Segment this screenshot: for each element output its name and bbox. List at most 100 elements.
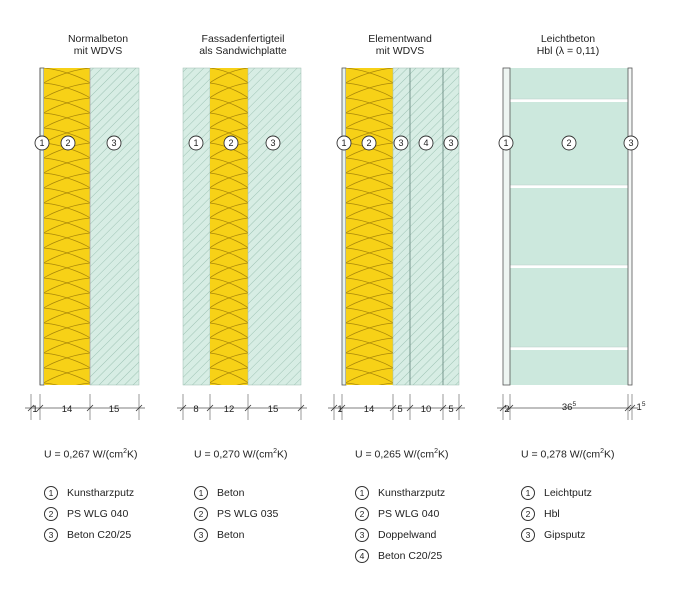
col1-plaster bbox=[39, 67, 45, 386]
dim-col3-layer1: 1 bbox=[337, 404, 343, 415]
legend-col3-item4: 4 Beton C20/25 bbox=[355, 549, 442, 563]
dim-col1-layer3: 15 bbox=[108, 404, 120, 415]
col1-marker-1-circle bbox=[34, 135, 50, 151]
legend-col1-item2-text: PS WLG 040 bbox=[67, 508, 129, 520]
col3-marker-2-text: 2 bbox=[366, 138, 371, 148]
legend-col3-item2-text: PS WLG 040 bbox=[378, 508, 440, 520]
col2-marker-3-circle bbox=[265, 135, 281, 151]
col4-dim-slash-2 bbox=[624, 404, 632, 412]
col3-insulation-fill bbox=[346, 68, 393, 385]
col3-insulation-loops bbox=[346, 68, 393, 385]
dim-col4-layer3: 15 bbox=[637, 401, 646, 413]
legend-col4-item3-number: 3 bbox=[521, 528, 535, 542]
col1-dim-slash-2 bbox=[86, 404, 94, 412]
legend-col2-item1-text: Beton bbox=[217, 487, 245, 499]
col4-dim-slash-3 bbox=[628, 404, 636, 412]
col4-mortar-joint-1 bbox=[510, 185, 628, 188]
col2-dim-slash-1 bbox=[206, 404, 214, 412]
col3-marker-1-circle bbox=[336, 135, 352, 151]
col3-marker-4-text: 4 bbox=[423, 138, 428, 148]
u-value-col2-suffix: K) bbox=[276, 448, 288, 461]
col3-dim-slash-1 bbox=[338, 404, 346, 412]
legend-col4-item2: 2 Hbl bbox=[521, 507, 560, 521]
col3-dim-slash-4 bbox=[439, 404, 447, 412]
col3-plaster bbox=[341, 67, 347, 386]
col3-doppelwand-inner bbox=[442, 67, 460, 386]
col2-concrete-outer bbox=[182, 67, 211, 386]
u-value-col4-suffix: K) bbox=[603, 448, 615, 461]
legend-col3-item4-number: 4 bbox=[355, 549, 369, 563]
u-value-col1-prefix: U = 0,267 W/(cm bbox=[44, 448, 124, 461]
col2-marker-2-text: 2 bbox=[228, 138, 233, 148]
col1-concrete bbox=[89, 67, 140, 386]
legend-col4-item1-text: Leichtputz bbox=[544, 487, 592, 499]
title-col1-line2: mit WDVS bbox=[73, 45, 123, 57]
u-value-col3-suffix: K) bbox=[437, 448, 449, 461]
legend-col3-item1-number: 1 bbox=[355, 486, 369, 500]
col2-concrete-inner bbox=[247, 67, 302, 386]
col4-outer-plaster bbox=[502, 67, 511, 386]
dim-col4-layer3-main: 1 bbox=[636, 402, 642, 414]
legend-col1-item1-number: 1 bbox=[44, 486, 58, 500]
col4-marker-2-text: 2 bbox=[566, 138, 571, 148]
col3-dim-slash-3 bbox=[406, 404, 414, 412]
legend-col2-item3-text: Beton bbox=[217, 529, 245, 541]
col2-dim-slash-3 bbox=[297, 404, 305, 412]
legend-col3-item1: 1 Kunstharzputz bbox=[355, 486, 445, 500]
legend-col3-item2: 2 PS WLG 040 bbox=[355, 507, 439, 521]
col1-marker-1-text: 1 bbox=[39, 138, 44, 148]
legend-col3-item3: 3 Doppelwand bbox=[355, 528, 436, 542]
col1-insulation-loops bbox=[44, 68, 90, 385]
u-value-col1-suffix: K) bbox=[126, 448, 138, 461]
u-value-col3-exp: 2 bbox=[434, 448, 438, 455]
col1-marker-2-circle bbox=[60, 135, 76, 151]
legend-col3-item1-text: Kunstharzputz bbox=[378, 487, 446, 499]
title-col1-line1: Normalbeton bbox=[67, 33, 129, 45]
col2-dim-slash-2 bbox=[244, 404, 252, 412]
legend-col3-item2-number: 2 bbox=[355, 507, 369, 521]
u-value-col1: U = 0,267 W/(cm2K) bbox=[44, 448, 137, 461]
legend-col2-item2-text: PS WLG 035 bbox=[217, 508, 279, 520]
dim-col4-layer1: 2 bbox=[504, 404, 510, 415]
title-col2: Fassadenfertigteil als Sandwichplatte bbox=[168, 33, 318, 57]
col1-marker-3-circle bbox=[106, 135, 122, 151]
col3-marker-3-text: 3 bbox=[398, 138, 403, 148]
u-value-col2: U = 0,270 W/(cm2K) bbox=[194, 448, 287, 461]
col1-dim-slash-3 bbox=[135, 404, 143, 412]
title-col4-line2: Hbl (λ = 0,11) bbox=[536, 45, 600, 57]
legend-col1-item2-number: 2 bbox=[44, 507, 58, 521]
col3-marker-1-text: 1 bbox=[341, 138, 346, 148]
legend-col4-item3: 3 Gipsputz bbox=[521, 528, 585, 542]
col3-dim-slash-5 bbox=[455, 404, 463, 412]
col3-doppelwand-outer bbox=[392, 67, 411, 386]
dim-col3-layer5: 5 bbox=[448, 404, 454, 415]
legend-col4-item3-text: Gipsputz bbox=[544, 529, 586, 541]
col4-marker-2-circle bbox=[561, 135, 577, 151]
legend-col2-item3-number: 3 bbox=[194, 528, 208, 542]
u-value-col2-exp: 2 bbox=[273, 448, 277, 455]
legend-col3-item3-text: Doppelwand bbox=[378, 529, 437, 541]
col4-marker-3-text: 3 bbox=[628, 138, 633, 148]
col1-dim-slash-0 bbox=[27, 404, 35, 412]
dim-col3-layer3: 5 bbox=[397, 404, 403, 415]
col3-marker-4-circle bbox=[418, 135, 434, 151]
legend-col2-item1: 1 Beton bbox=[194, 486, 244, 500]
dim-col2-layer2: 12 bbox=[223, 404, 235, 415]
legend-col1-item3: 3 Beton C20/25 bbox=[44, 528, 131, 542]
u-value-col4-prefix: U = 0,278 W/(cm bbox=[521, 448, 601, 461]
col3-marker-2-circle bbox=[361, 135, 377, 151]
title-col3-line2: mit WDVS bbox=[375, 45, 425, 57]
dim-col4-layer2-main: 36 bbox=[561, 402, 573, 414]
legend-col4-item2-text: Hbl bbox=[544, 508, 560, 520]
legend-col1-item3-text: Beton C20/25 bbox=[67, 529, 132, 541]
legend-col4-item1: 1 Leichtputz bbox=[521, 486, 592, 500]
u-value-col4: U = 0,278 W/(cm2K) bbox=[521, 448, 614, 461]
legend-col1-item3-number: 3 bbox=[44, 528, 58, 542]
col2-insulation-fill bbox=[210, 68, 248, 385]
legend-col2-item3: 3 Beton bbox=[194, 528, 244, 542]
title-col2-line1: Fassadenfertigteil bbox=[201, 33, 285, 45]
col4-mortar-joint-3 bbox=[510, 347, 628, 350]
dim-col1-layer1: 1 bbox=[32, 404, 38, 415]
u-value-col1-exp: 2 bbox=[123, 448, 127, 455]
